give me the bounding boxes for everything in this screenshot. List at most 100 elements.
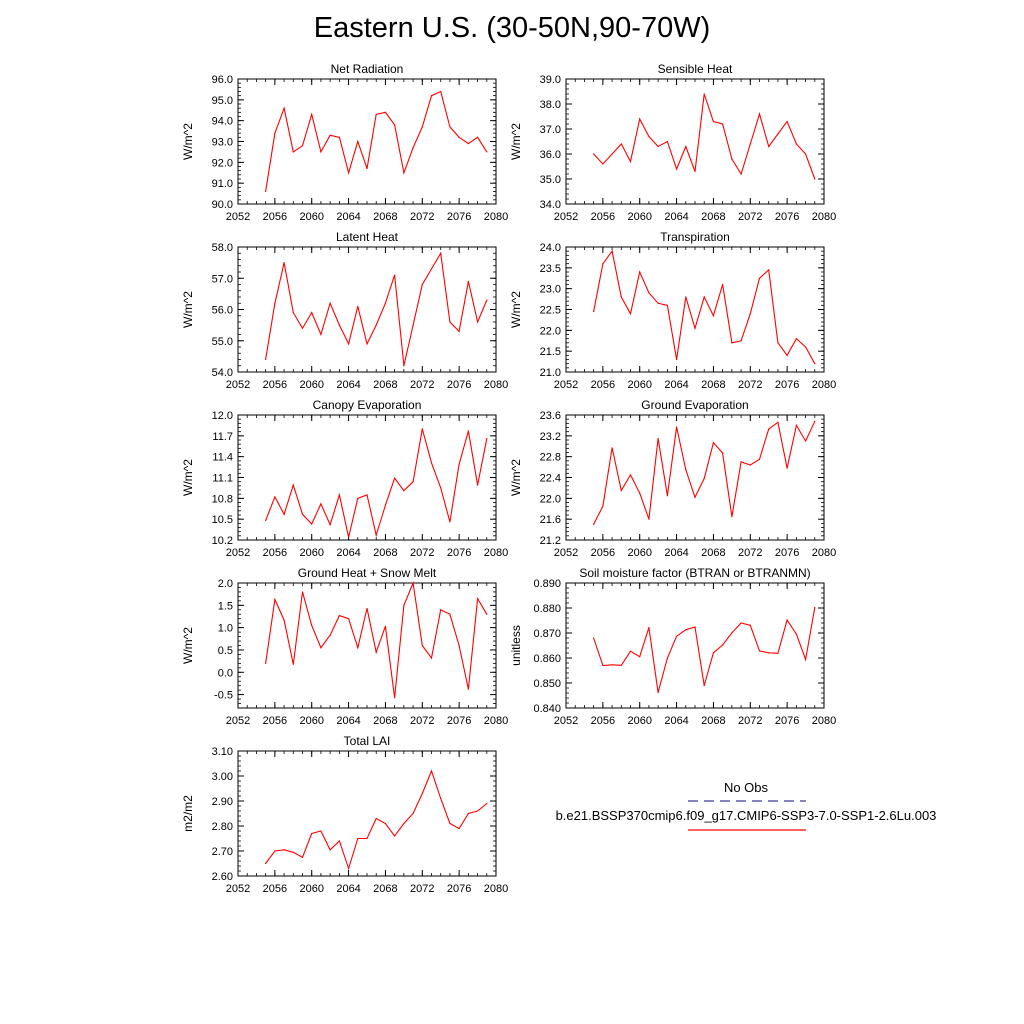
data-point: [620, 664, 622, 666]
data-point: [403, 365, 405, 367]
data-point: [602, 163, 604, 165]
data-point: [440, 797, 442, 800]
data-point: [694, 626, 696, 628]
data-point: [357, 497, 359, 499]
y-tick-label: 0.890: [533, 578, 561, 590]
data-point: [311, 523, 313, 525]
series-line: [593, 249, 816, 364]
data-point: [394, 835, 396, 837]
plot-frame: [237, 750, 497, 877]
data-point: [265, 358, 267, 361]
data-point: [666, 495, 668, 497]
panel-title: Latent Heat: [336, 230, 399, 244]
data-point: [666, 304, 668, 306]
data-point: [486, 613, 488, 615]
x-tick-label: 2068: [701, 715, 725, 727]
data-point: [412, 582, 414, 584]
data-point: [467, 430, 469, 432]
data-point: [639, 492, 641, 494]
y-tick-label: 10.5: [212, 514, 233, 526]
data-point: [611, 664, 613, 666]
x-tick-label: 2080: [484, 547, 508, 559]
y-tick-label: 93.0: [212, 137, 233, 149]
x-tick-label: 2076: [447, 883, 471, 895]
data-point: [740, 461, 742, 463]
data-point: [731, 342, 733, 344]
y-tick-label: 11.4: [212, 452, 233, 464]
legend-label-model: b.e21.BSSP370cmip6.f09_g17.CMIP6-SSP3-7.…: [556, 808, 937, 823]
data-point: [703, 684, 705, 687]
y-axis-label: W/m^2: [509, 291, 523, 328]
x-tick-label: 2076: [775, 547, 799, 559]
data-point: [749, 143, 751, 145]
data-point: [403, 604, 405, 606]
y-tick-label: 22.5: [540, 305, 561, 317]
data-point: [620, 296, 622, 298]
y-tick-label: 3.10: [212, 746, 233, 758]
y-tick-label: 21.6: [540, 514, 561, 526]
x-tick-label: 2080: [484, 715, 508, 727]
data-point: [329, 524, 331, 526]
plot-frame: [237, 582, 497, 709]
data-point: [449, 822, 451, 825]
data-point: [795, 143, 797, 145]
x-tick-label: 2068: [373, 715, 397, 727]
x-tick-label: 2068: [373, 883, 397, 895]
data-point: [694, 327, 696, 329]
data-point: [476, 598, 479, 600]
data-point: [403, 822, 405, 825]
y-tick-label: 21.0: [540, 367, 561, 379]
x-tick-label: 2060: [627, 547, 651, 559]
data-point: [458, 827, 460, 830]
data-point: [421, 792, 423, 795]
data-point: [657, 437, 659, 440]
data-point: [375, 651, 377, 653]
x-tick-label: 2072: [410, 547, 434, 559]
data-point: [375, 113, 377, 116]
data-point: [675, 635, 678, 637]
data-point: [347, 172, 350, 174]
data-point: [292, 312, 294, 314]
y-tick-label: 37.0: [540, 124, 561, 136]
data-point: [366, 494, 368, 496]
x-tick-label: 2080: [812, 547, 836, 559]
data-point: [740, 340, 742, 342]
series-line: [593, 421, 816, 525]
data-point: [394, 697, 396, 699]
panel-title: Soil moisture factor (BTRAN or BTRANMN): [579, 566, 810, 580]
x-tick-label: 2080: [484, 379, 508, 391]
data-point: [611, 250, 613, 252]
data-point: [366, 607, 368, 610]
data-point: [749, 624, 751, 626]
x-tick-label: 2060: [627, 211, 651, 223]
data-point: [740, 622, 742, 624]
data-point: [486, 438, 488, 440]
data-point: [430, 95, 433, 97]
data-point: [384, 302, 387, 304]
y-tick-label: 12.0: [212, 410, 233, 422]
data-point: [629, 160, 632, 163]
data-point: [283, 262, 285, 264]
data-point: [449, 521, 451, 523]
data-point: [421, 644, 423, 647]
y-tick-label: 0.0: [218, 667, 233, 679]
y-tick-label: 22.8: [540, 452, 561, 464]
chart-panel: Total LAI m2/m2 2052 2056 2060 2064 2068 2072 20…: [181, 734, 508, 895]
y-tick-label: 3.00: [212, 771, 233, 783]
data-point: [412, 481, 414, 483]
data-point: [412, 324, 414, 326]
data-point: [712, 652, 715, 654]
data-point: [384, 822, 387, 825]
data-point: [449, 613, 451, 615]
data-point: [265, 190, 267, 193]
plot-frame: [237, 246, 497, 373]
chart-panel: Sensible Heat W/m^2 2052 2056 2060 2064 2068 20…: [509, 62, 836, 223]
data-point: [394, 477, 396, 479]
data-point: [712, 120, 715, 123]
data-point: [777, 133, 779, 135]
data-point: [703, 93, 705, 95]
x-tick-label: 2068: [373, 547, 397, 559]
data-point: [657, 302, 659, 304]
data-point: [458, 330, 460, 332]
data-point: [777, 421, 779, 423]
